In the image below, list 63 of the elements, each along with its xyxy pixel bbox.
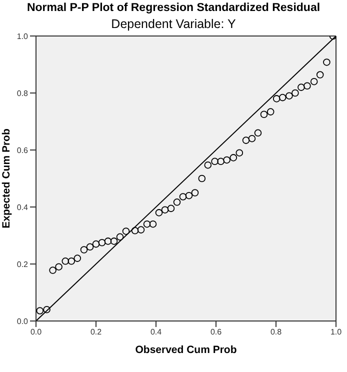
y-tick-label: 0.8 [16,88,29,98]
x-tick-label: 0.2 [90,328,102,337]
point [316,71,324,78]
point [323,58,330,66]
point [98,238,106,246]
point [86,243,94,251]
point [292,89,299,97]
x-axis-title: Observed Cum Prob [135,344,237,356]
point [62,258,70,265]
x-tick-label: 0.0 [30,328,42,337]
point [191,189,199,196]
point [167,204,175,212]
y-tick-label: 0.2 [16,260,29,269]
point [131,227,139,234]
point [254,129,262,137]
x-tick-label: 0.4 [150,328,162,337]
point [217,158,224,166]
point [49,266,56,274]
point [278,94,286,102]
point [286,92,293,100]
y-tick-label: 0.6 [16,146,29,155]
y-tick-label: 0.4 [16,202,29,212]
point [230,154,238,162]
point [43,306,50,314]
x-tick-label: 0.6 [210,328,222,337]
point [185,192,193,200]
point [149,220,157,228]
chart-subtitle: Dependent Variable: Y [110,17,237,31]
point [68,258,76,265]
point [179,193,187,200]
point [204,161,212,169]
point [74,254,82,262]
y-axis-title: Expected Cum Prob [0,128,13,228]
point [242,136,250,144]
point [161,206,169,214]
point [248,134,256,142]
point [310,78,318,86]
y-tick-label: 0.0 [16,316,29,326]
point [260,110,268,118]
point [80,246,88,254]
point [137,226,145,234]
point [36,307,44,314]
x-tick-label: 1.0 [330,328,342,337]
point [92,240,100,248]
x-tick-label: 0.8 [270,328,282,337]
point [173,198,181,206]
point [266,108,274,116]
point [116,233,124,241]
point [110,238,118,245]
chart-title: Normal P-P Plot of Regression Standardized Residual [26,2,322,14]
point [304,82,311,90]
point [236,149,244,156]
y-tick-label: 1.0 [16,32,29,41]
point [104,238,112,245]
point [198,174,206,182]
point [211,158,218,166]
point [55,263,62,270]
point [223,156,230,164]
point [272,95,280,102]
point [155,209,163,216]
point [143,220,151,228]
point [122,228,130,235]
point [298,84,305,91]
